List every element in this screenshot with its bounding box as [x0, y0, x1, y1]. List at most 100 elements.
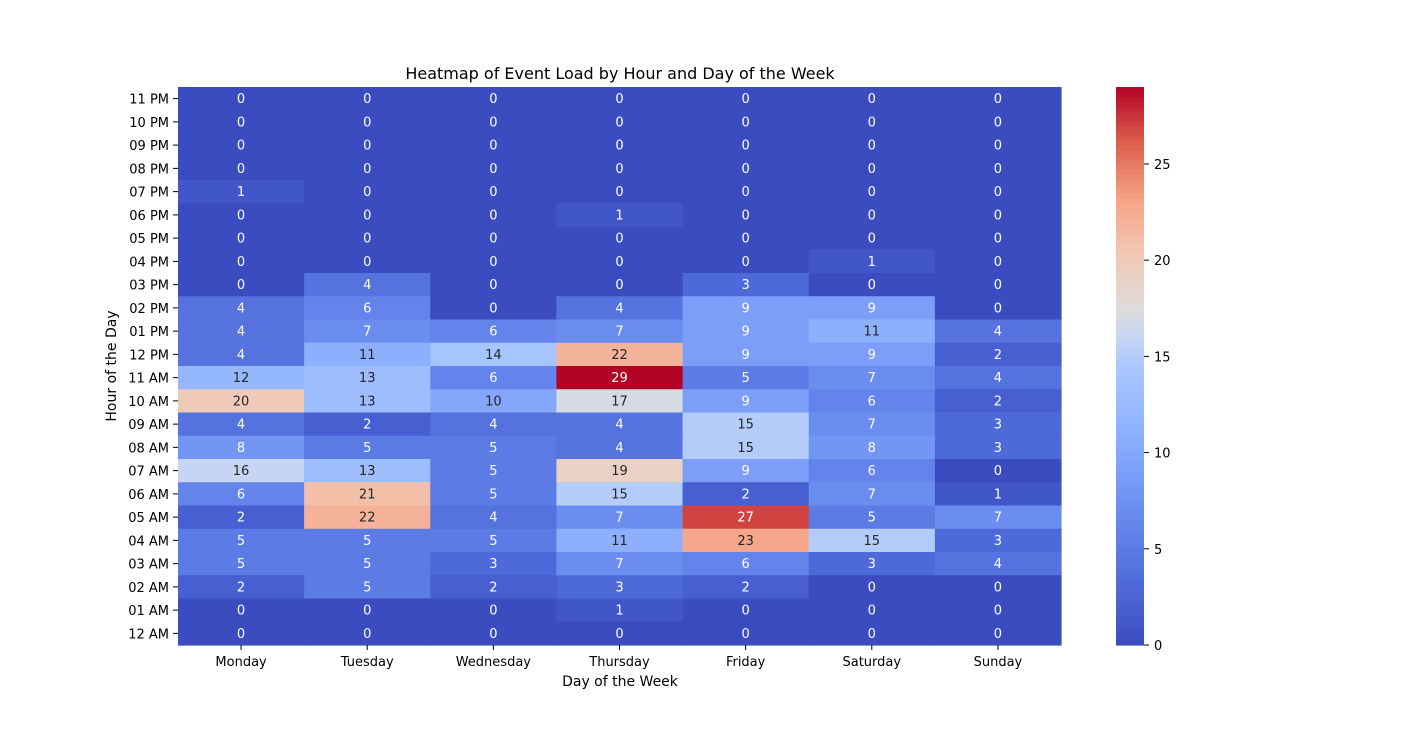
- heatmap-cell: [556, 203, 684, 228]
- cell-value-label: 22: [359, 511, 376, 526]
- colorbar-segment: [1116, 620, 1144, 627]
- colorbar-segment: [1116, 375, 1144, 382]
- cell-value-label: 4: [363, 278, 371, 293]
- cell-value-label: 1: [615, 208, 623, 223]
- colorbar-segment: [1116, 366, 1144, 372]
- colorbar-segment: [1116, 313, 1144, 319]
- cell-value-label: 0: [994, 604, 1002, 619]
- heatmap-cell: [430, 552, 558, 576]
- cell-value-label: 4: [615, 301, 623, 316]
- heatmap-cell: [430, 389, 558, 414]
- cell-value-label: 0: [615, 92, 623, 107]
- chart-title: Heatmap of Event Load by Hour and Day of…: [405, 64, 835, 83]
- heatmap-cell: [682, 249, 810, 274]
- cell-value-label: 5: [489, 487, 497, 502]
- cell-value-label: 0: [237, 278, 245, 293]
- colorbar-segment: [1116, 428, 1144, 434]
- heatmap-cell: [304, 249, 431, 274]
- cell-value-label: 12: [233, 371, 250, 386]
- cell-value-label: 3: [994, 441, 1002, 456]
- cell-value-label: 13: [359, 371, 376, 386]
- colorbar-segment: [1116, 481, 1144, 487]
- cell-value-label: 4: [489, 418, 497, 433]
- cell-value-label: 3: [615, 580, 623, 595]
- heatmap-cell: [304, 482, 431, 507]
- colorbar-segment: [1116, 144, 1144, 151]
- colorbar-segment: [1116, 568, 1144, 574]
- heatmap-cell: [682, 110, 810, 135]
- cell-value-label: 0: [237, 255, 245, 270]
- colorbar-segment: [1116, 452, 1144, 458]
- cell-value-label: 1: [868, 255, 876, 270]
- colorbar-segment: [1116, 101, 1144, 107]
- colorbar-segment: [1116, 582, 1144, 588]
- colorbar-segment: [1116, 250, 1144, 256]
- heatmap-cell: [178, 552, 305, 576]
- cell-value-label: 5: [868, 511, 876, 526]
- y-tick-label: 10 AM: [128, 395, 169, 410]
- heatmap-cell: [556, 459, 684, 483]
- cell-value-label: 0: [994, 92, 1002, 107]
- heatmap-cell: [556, 505, 684, 530]
- colorbar-segment: [1116, 587, 1144, 593]
- colorbar-segment: [1116, 337, 1144, 343]
- heatmap-cell: [430, 87, 558, 111]
- heatmap-cell: [808, 226, 936, 251]
- heatmap-cell: [304, 412, 431, 437]
- heatmap-cell: [304, 180, 431, 204]
- heatmap-cell: [808, 528, 936, 553]
- colorbar-tick-label: 5: [1154, 543, 1162, 558]
- heatmap-cell: [682, 226, 810, 251]
- heatmap-cell: [178, 435, 305, 460]
- colorbar-segment: [1116, 519, 1144, 526]
- heatmap-cell: [808, 505, 936, 530]
- cell-value-label: 4: [237, 348, 245, 363]
- heatmap-cell: [556, 342, 684, 367]
- heatmap-cell: [178, 319, 305, 344]
- cell-value-label: 0: [615, 278, 623, 293]
- colorbar-segment: [1116, 433, 1144, 439]
- colorbar-segment: [1116, 346, 1144, 353]
- heatmap-cell: [556, 226, 684, 251]
- heatmap-cell: [304, 598, 431, 623]
- heatmap-cell: [556, 412, 684, 437]
- colorbar-segment: [1116, 192, 1144, 199]
- cell-value-label: 0: [868, 115, 876, 130]
- heatmap-cell: [178, 226, 305, 251]
- heatmap-cell: [430, 296, 558, 321]
- heatmap-cell: [556, 528, 684, 553]
- cell-value-label: 0: [741, 162, 749, 177]
- y-tick-label: 02 AM: [128, 581, 169, 596]
- cell-value-label: 8: [237, 441, 245, 456]
- heatmap-cell: [178, 621, 305, 646]
- colorbar-segment: [1116, 558, 1144, 564]
- cell-value-label: 0: [363, 115, 371, 130]
- cell-value-label: 0: [994, 115, 1002, 130]
- cell-value-label: 11: [864, 325, 881, 340]
- colorbar-segment: [1116, 135, 1144, 141]
- colorbar-segment: [1116, 264, 1144, 271]
- heatmap-cell: [304, 389, 431, 414]
- colorbar-tick-label: 0: [1154, 639, 1162, 654]
- heatmap-cell: [304, 505, 431, 530]
- heatmap-cell: [808, 87, 936, 111]
- heatmap-cell: [556, 482, 684, 507]
- heatmap-cell: [430, 598, 558, 623]
- colorbar-segment: [1116, 486, 1144, 492]
- cell-value-label: 0: [741, 115, 749, 130]
- x-tick-label: Sunday: [974, 655, 1023, 670]
- y-tick-label: 02 PM: [129, 302, 169, 317]
- cell-value-label: 7: [868, 487, 876, 502]
- heatmap-cell: [808, 552, 936, 576]
- heatmap-cell: [304, 552, 431, 576]
- colorbar-segment: [1116, 414, 1144, 420]
- colorbar-segment: [1116, 91, 1144, 98]
- cell-value-label: 1: [615, 604, 623, 619]
- colorbar-segment: [1116, 390, 1144, 396]
- colorbar-segment: [1116, 438, 1144, 444]
- colorbar-segment: [1116, 491, 1144, 497]
- heatmap-cell: [682, 459, 810, 483]
- colorbar-segment: [1116, 640, 1144, 646]
- colorbar-segment: [1116, 274, 1144, 281]
- cell-value-label: 0: [994, 580, 1002, 595]
